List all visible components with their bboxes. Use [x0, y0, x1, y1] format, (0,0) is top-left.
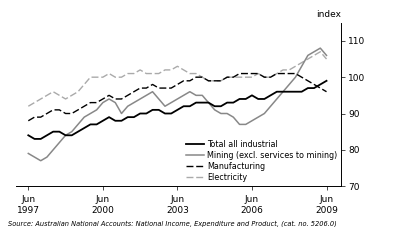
Text: index: index: [316, 10, 341, 20]
Text: Source: Australian National Accounts: National Income, Expenditure and Product, : Source: Australian National Accounts: Na…: [8, 221, 337, 227]
Legend: Total all industrial, Mining (excl. services to mining), Manufacturing, Electric: Total all industrial, Mining (excl. serv…: [186, 140, 337, 182]
